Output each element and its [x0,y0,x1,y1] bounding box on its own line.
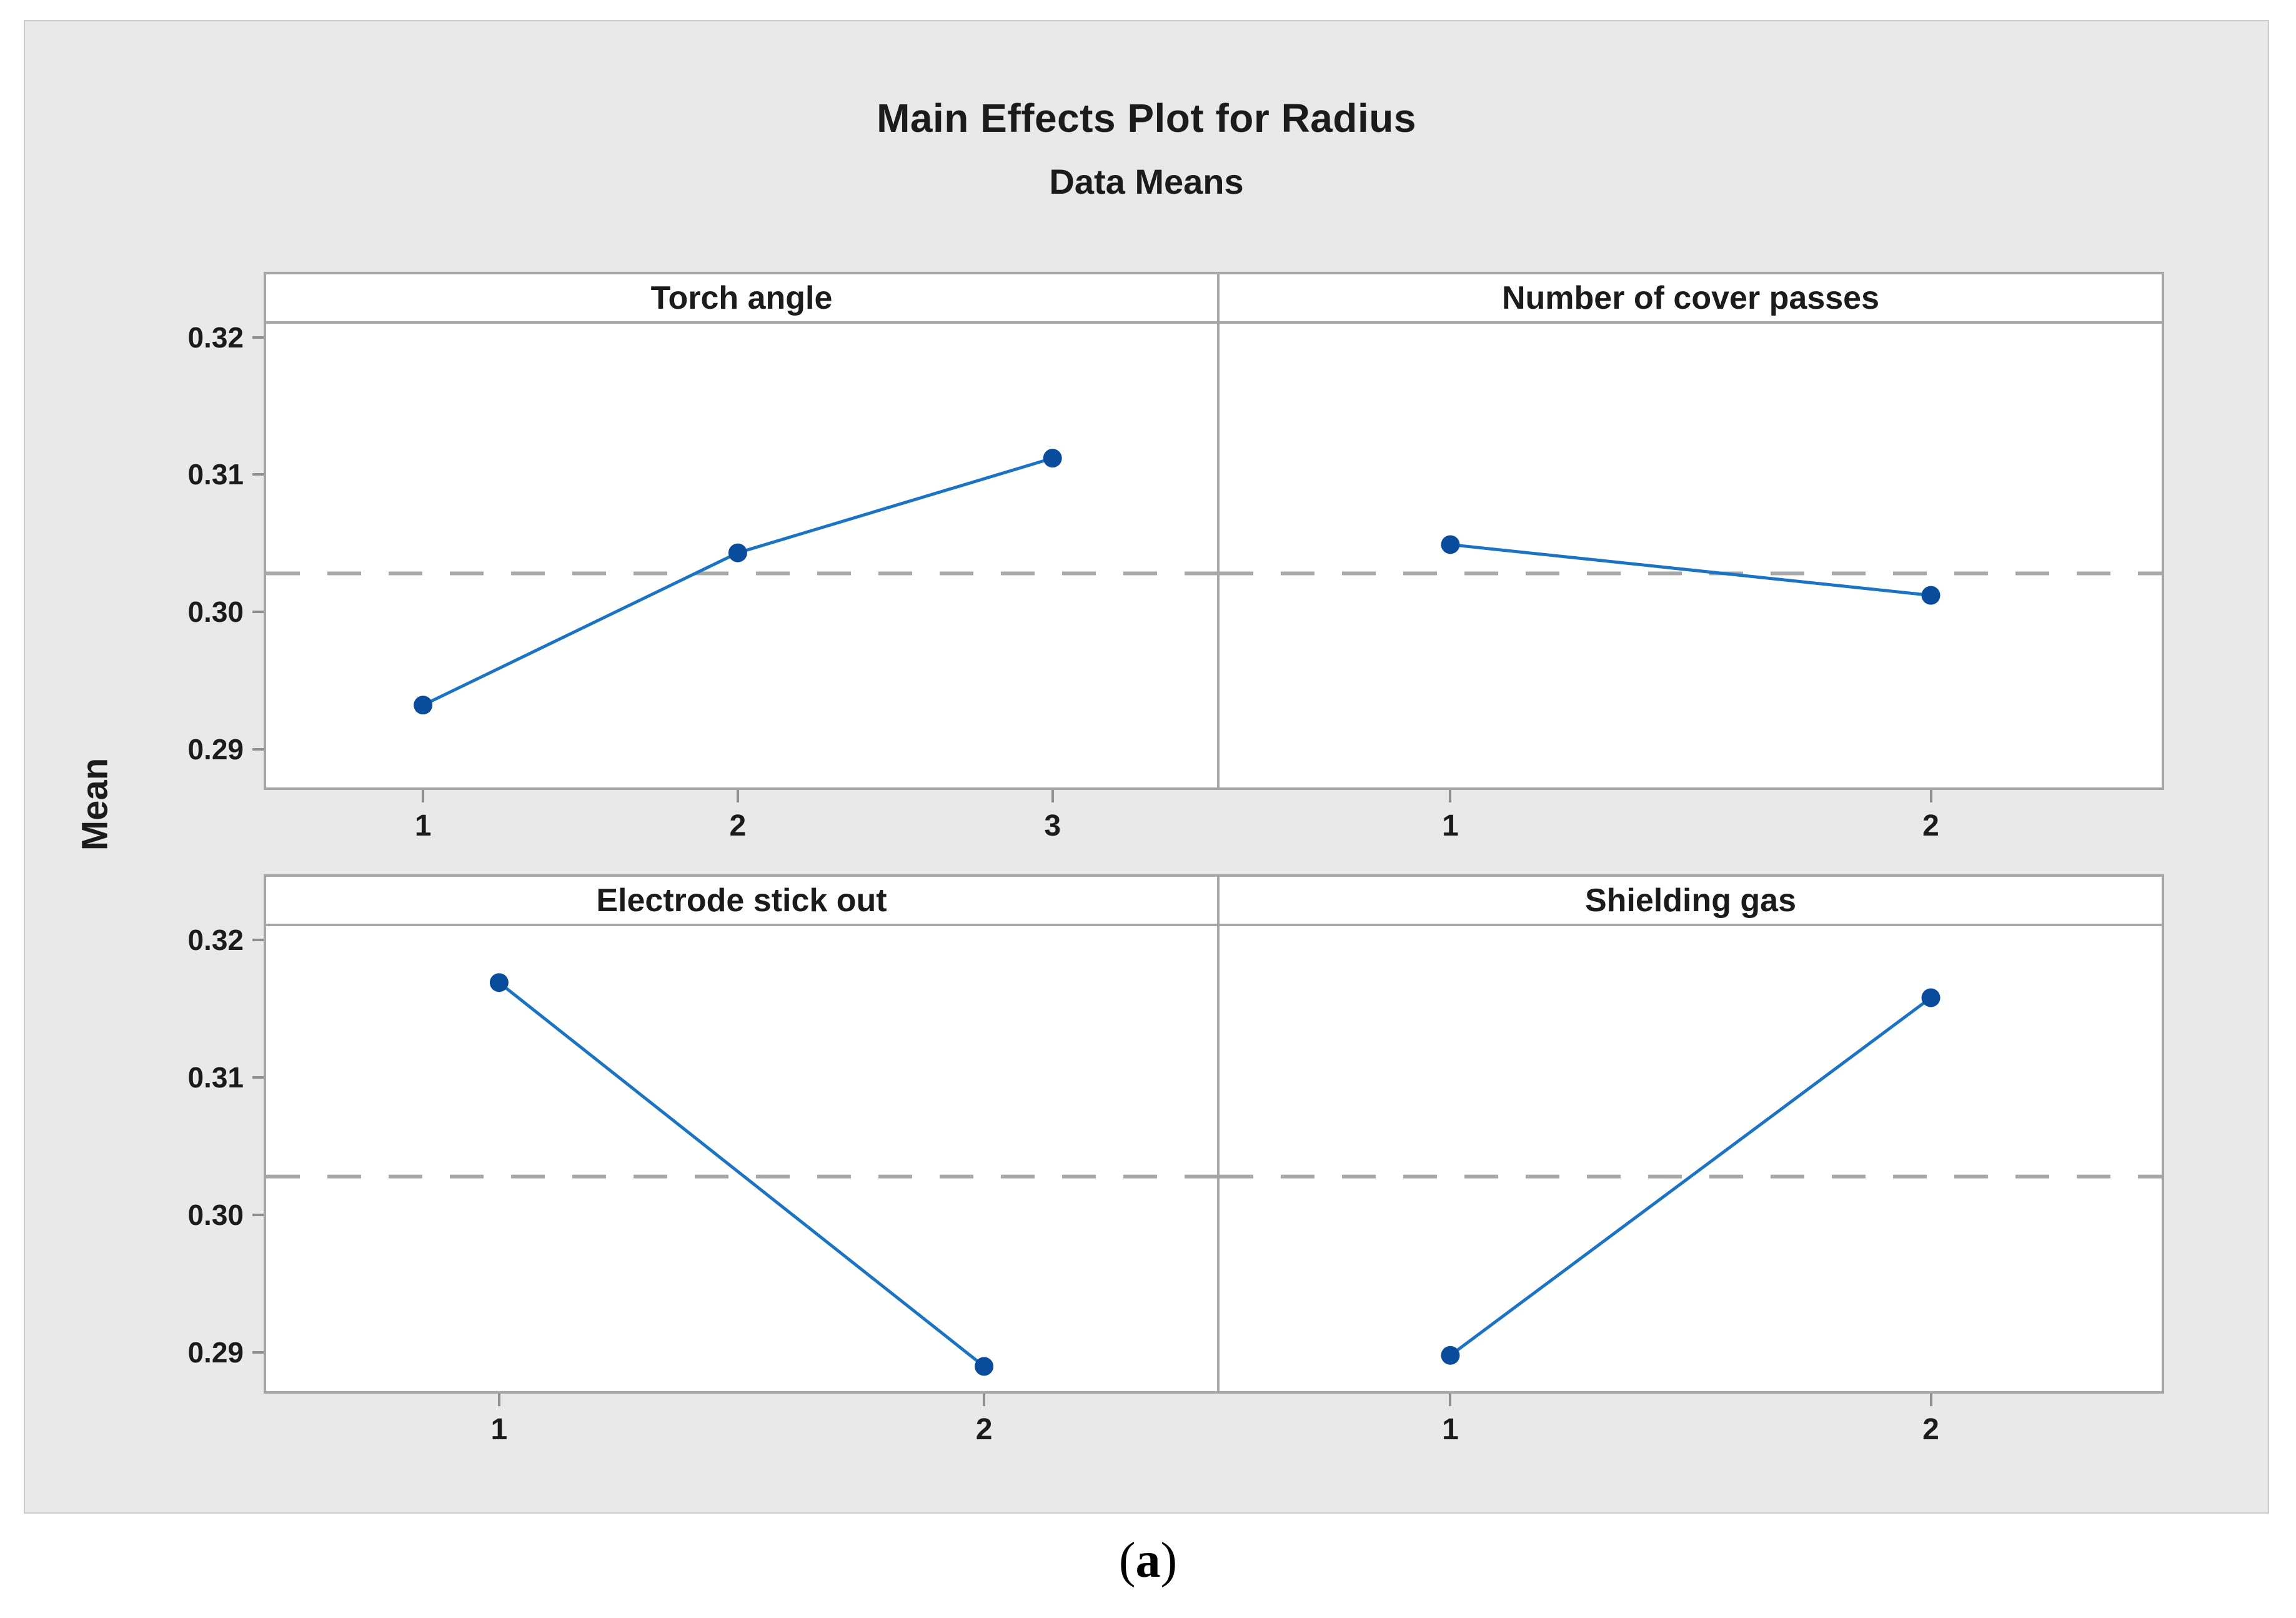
x-tick-mark [1051,790,1054,802]
x-tick-mark [1929,790,1932,802]
panel-strip: Shielding gas [1220,874,2164,926]
data-point [1043,449,1062,468]
y-tick-mark [252,611,264,613]
panel-title: Shielding gas [1584,882,1797,919]
y-tick-mark [252,473,264,476]
y-tick-label: 0.31 [187,1061,244,1094]
x-tick-label: 3 [1044,809,1061,842]
panel-svg [1220,988,2162,1365]
data-point [489,973,509,992]
x-tick-label: 1 [1442,809,1459,842]
panel-svg [266,449,1217,715]
y-tick-label: 0.32 [187,924,244,956]
panel-title: Number of cover passes [1501,279,1880,316]
caption-paren-close: ) [1160,1533,1178,1588]
x-tick-mark [983,1394,986,1406]
x-tick-mark [422,790,425,802]
panel-strip: Number of cover passes [1220,272,2164,324]
effect-line [1449,996,1932,1357]
data-point [414,696,433,715]
x-tick-mark [736,790,739,802]
x-tick-mark [1929,1394,1932,1406]
panel-plot-area [1220,324,2164,790]
x-tick-label: 1 [414,809,432,842]
x-tick-label: 1 [1442,1413,1459,1446]
panels-grid: Torch angle 1 2 3 0.32 0.31 0.30 0.29 Number of … [25,21,2268,1512]
x-tick-label: 2 [975,1413,993,1446]
data-point [728,543,747,562]
figure: Main Effects Plot for Radius Data Means … [24,20,2269,1514]
data-point [1921,988,1941,1007]
effect-line [498,981,985,1368]
chart-subtitle: Data Means [1049,162,1244,201]
panel-title: Torch angle [650,279,833,316]
x-tick-mark [1449,790,1452,802]
y-tick-mark [252,939,264,941]
x-tick-label: 2 [1922,809,1939,842]
data-point [975,1357,994,1376]
panel-strip: Electrode stick out [264,874,1220,926]
y-tick-mark [252,336,264,339]
y-tick-mark [252,1351,264,1354]
panel-plot-area [264,926,1220,1394]
panel-strip: Torch angle [264,272,1220,324]
figure-caption: (a) [0,1532,2296,1589]
effect-line [422,456,1053,707]
data-point [1441,1346,1460,1365]
panel-svg [1220,535,2162,605]
chart-title: Main Effects Plot for Radius [877,96,1416,141]
y-tick-label: 0.30 [187,596,244,628]
y-tick-mark [252,747,264,751]
x-tick-label: 2 [729,809,747,842]
data-point [1441,535,1460,554]
panel-title: Electrode stick out [596,882,887,919]
y-tick-label: 0.29 [187,1336,244,1369]
y-tick-label: 0.32 [187,321,244,354]
caption-paren-open: ( [1118,1533,1136,1588]
panel-plot-area [1220,926,2164,1394]
y-tick-label: 0.29 [187,732,244,766]
x-tick-label: 2 [1922,1413,1939,1446]
x-tick-mark [497,1394,500,1406]
y-tick-label: 0.30 [187,1199,244,1232]
x-tick-mark [1449,1394,1452,1406]
data-point [1921,586,1941,605]
y-tick-label: 0.31 [187,458,244,491]
caption-letter: a [1135,1533,1161,1588]
x-tick-label: 1 [490,1413,508,1446]
panel-svg [266,973,1217,1376]
panel-plot-area [264,324,1220,790]
y-tick-mark [252,1214,264,1217]
y-tick-mark [252,1076,264,1079]
effect-line [1450,542,1931,597]
